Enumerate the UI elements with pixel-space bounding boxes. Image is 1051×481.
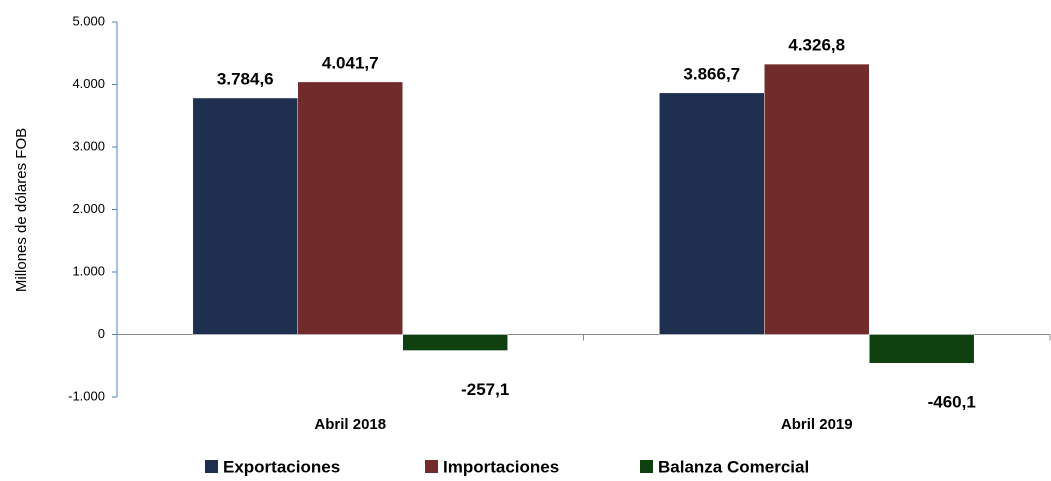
- data-label: 4.326,8: [788, 36, 845, 55]
- legend-swatch: [640, 460, 653, 473]
- y-tick-label: 5.000: [72, 13, 105, 28]
- legend-swatch: [425, 460, 438, 473]
- legend-swatch: [205, 460, 218, 473]
- y-tick-label: -1.000: [68, 388, 105, 403]
- data-label: -460,1: [928, 393, 976, 412]
- legend-label: Exportaciones: [223, 457, 340, 476]
- data-label: -257,1: [461, 380, 509, 399]
- bar: [764, 63, 870, 335]
- y-tick-label: 2.000: [72, 201, 105, 216]
- bar: [192, 97, 299, 335]
- legend-label: Balanza Comercial: [658, 457, 809, 476]
- legend-label: Importaciones: [443, 457, 559, 476]
- x-tick-label: Abril 2018: [314, 416, 386, 433]
- data-label: 3.784,6: [217, 69, 274, 88]
- bar: [868, 334, 975, 364]
- bar: [297, 81, 403, 335]
- data-label: 4.041,7: [322, 53, 379, 72]
- bar: [402, 334, 508, 351]
- y-tick-label: 4.000: [72, 76, 105, 91]
- y-axis-label: Millones de dólares FOB: [13, 128, 30, 292]
- x-tick-label: Abril 2019: [781, 416, 853, 433]
- y-tick-label: 1.000: [72, 263, 105, 278]
- bar: [659, 92, 765, 335]
- y-tick-label: 3.000: [72, 138, 105, 153]
- y-tick-label: 0: [98, 326, 105, 341]
- data-label: 3.866,7: [683, 64, 740, 83]
